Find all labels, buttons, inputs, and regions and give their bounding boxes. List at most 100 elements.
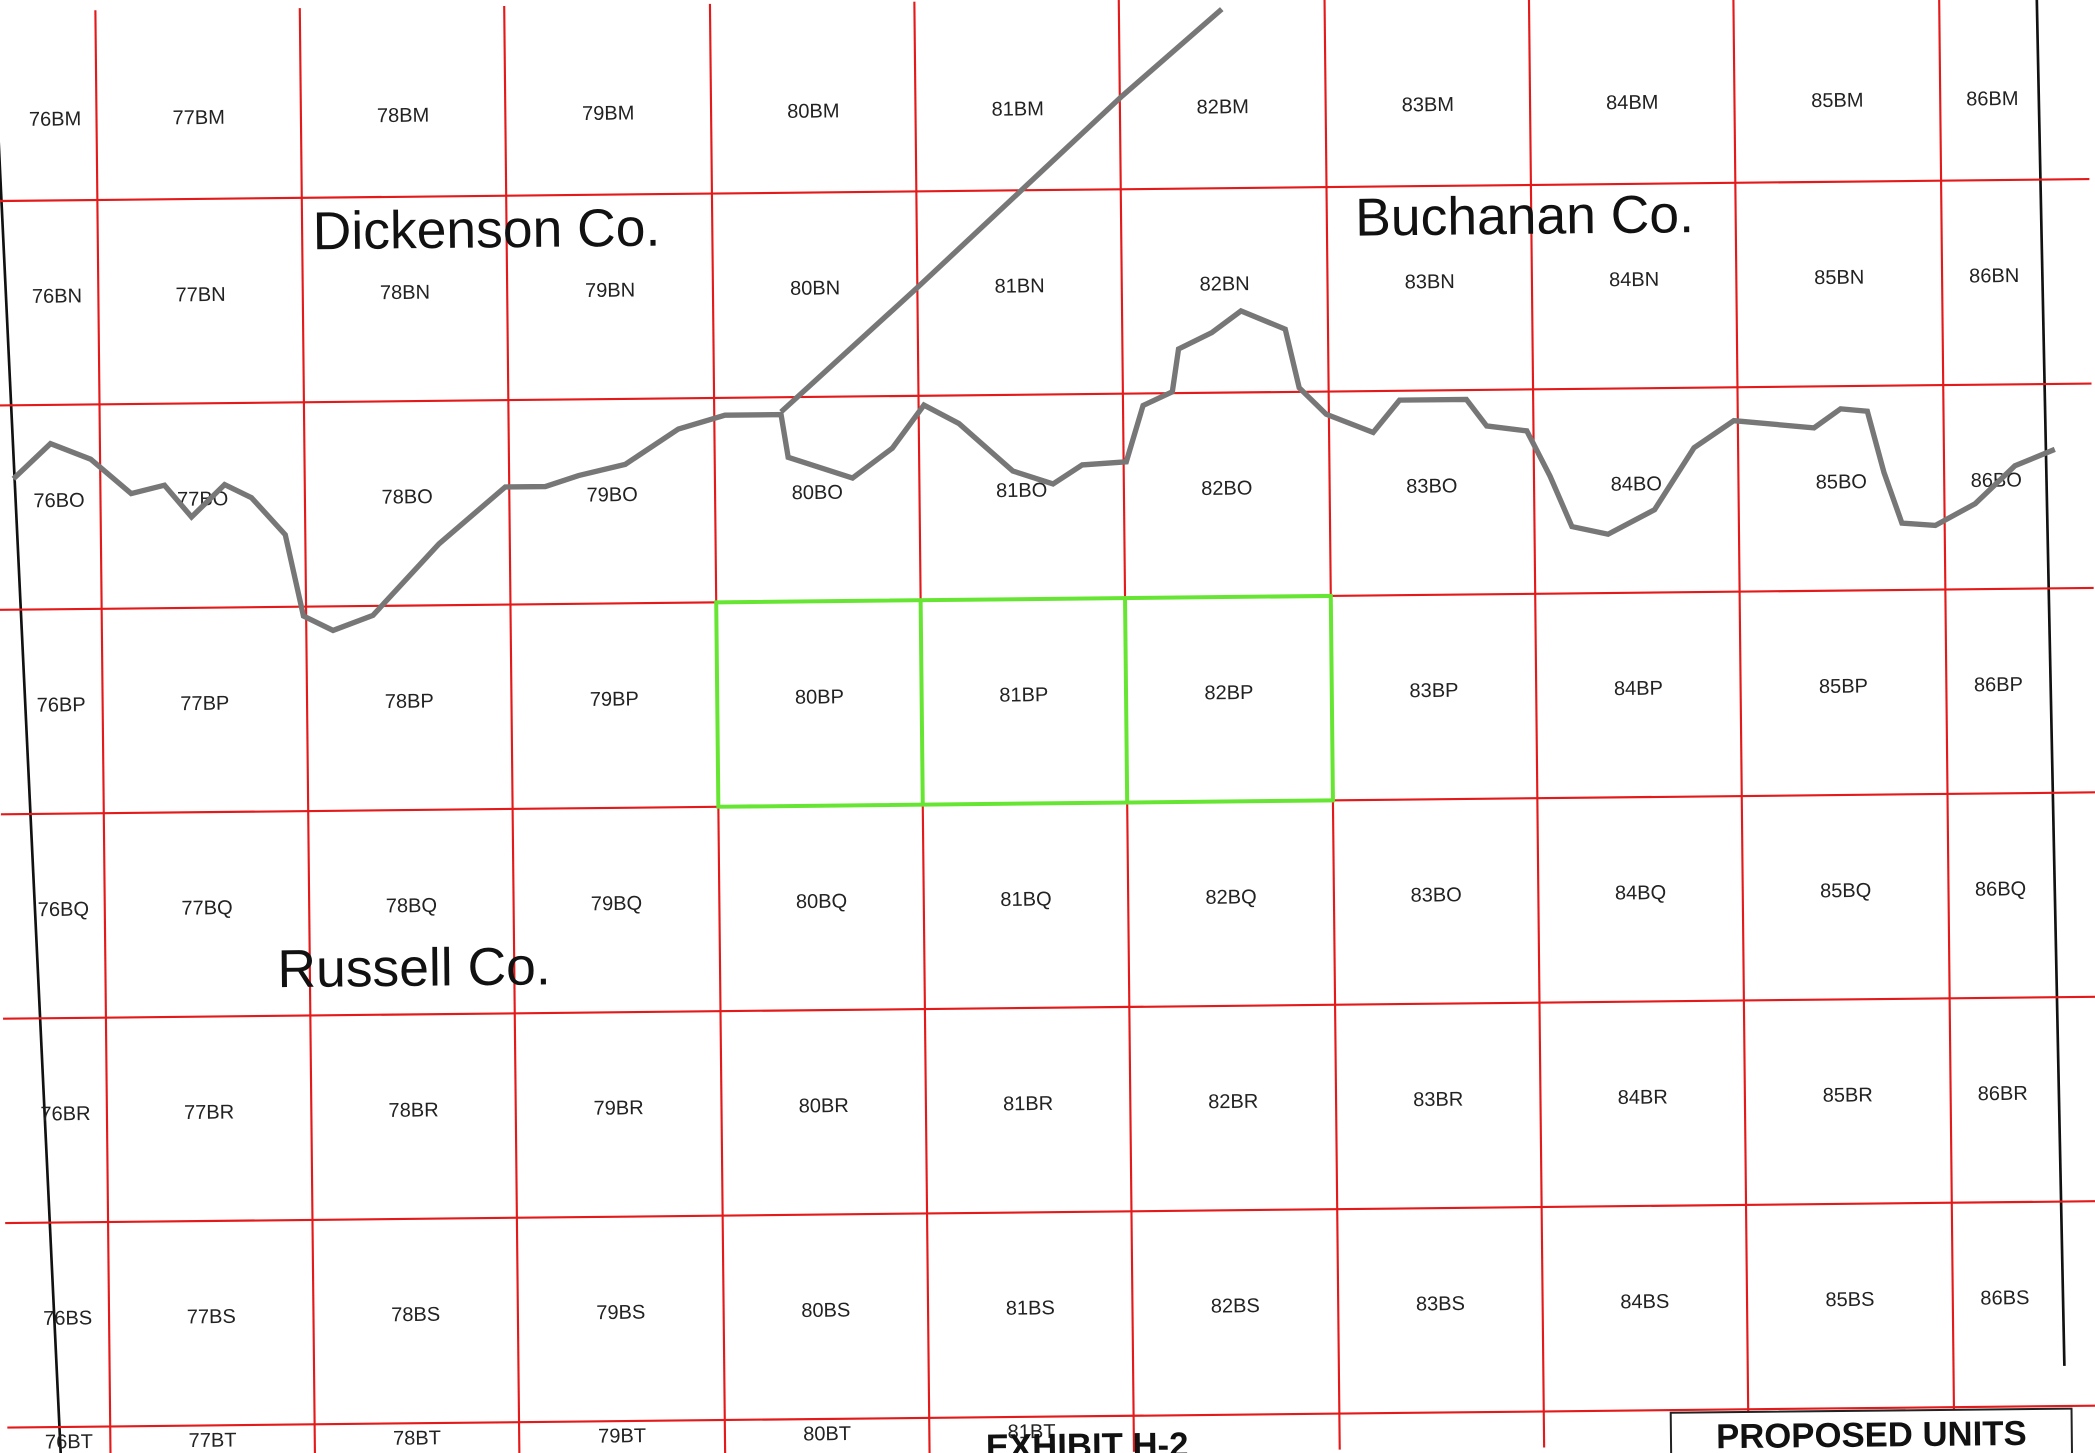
cell-label: 81BP [999, 684, 1048, 707]
cell-label: 82BM [1197, 96, 1250, 119]
proposed-units [714, 593, 1335, 809]
cell-label: 76BO [33, 490, 84, 513]
cell-label: 81BQ [1000, 888, 1051, 911]
cell-label: 85BP [1819, 675, 1868, 698]
proposed-unit-divider [918, 600, 925, 805]
cell-label: 80BS [801, 1299, 850, 1322]
cell-label: 84BO [1611, 473, 1662, 496]
cell-label: 80BM [787, 100, 840, 123]
cell-label: 77BP [180, 693, 229, 716]
cell-label: 84BQ [1615, 882, 1666, 905]
cell-label: 82BQ [1205, 886, 1256, 909]
cell-label: 77BT [189, 1429, 237, 1452]
cell-label: 77BM [172, 107, 225, 130]
exhibit-title: EXHIBIT H-2 [986, 1426, 1189, 1453]
cell-label: 83BS [1416, 1293, 1465, 1316]
cell-label: 77BN [175, 284, 225, 307]
cell-label: 78BT [393, 1427, 441, 1450]
cell-label: 81BR [1003, 1093, 1053, 1116]
cell-label: 78BN [380, 282, 430, 305]
cell-label: 76BT [45, 1431, 93, 1453]
cell-label: 81BO [996, 480, 1047, 503]
grid-line [503, 5, 521, 1453]
cell-label: 84BP [1614, 678, 1663, 701]
cell-label: 83BR [1413, 1089, 1463, 1112]
cell-label: 76BN [32, 285, 82, 308]
cell-label: 81BS [1006, 1297, 1055, 1320]
grid-line [1938, 0, 1956, 1444]
cell-label: 84BN [1609, 269, 1659, 292]
cell-label: 77BS [187, 1306, 236, 1329]
cell-label: 80BT [803, 1423, 851, 1446]
cell-label: 85BR [1823, 1084, 1873, 1107]
cell-label: 80BP [795, 686, 844, 709]
grid-line [0, 382, 2092, 407]
cell-label: 84BR [1618, 1086, 1668, 1109]
county-label: Russell Co. [277, 937, 551, 999]
grid-line [1732, 0, 1750, 1446]
grid-line [3, 995, 2095, 1020]
cell-label: 78BP [385, 690, 434, 713]
cell-label: 83BM [1402, 94, 1455, 117]
cell-label: 82BP [1204, 682, 1253, 705]
cell-label: 83BP [1409, 680, 1458, 703]
cell-label: 85BN [1814, 267, 1864, 290]
cell-label: 86BN [1969, 265, 2019, 288]
county-label: Dickenson Co. [312, 199, 660, 262]
cell-label: 85BO [1816, 471, 1867, 494]
cell-label: 80BR [799, 1095, 849, 1118]
cell-label: 78BQ [386, 895, 437, 918]
cell-label: 82BO [1201, 477, 1252, 500]
cell-label: 79BP [590, 688, 639, 711]
cell-label: 86BM [1966, 88, 2019, 111]
grid-line [1527, 0, 1546, 1448]
cell-label: 80BQ [796, 891, 847, 914]
cell-label: 77BQ [181, 897, 232, 920]
cell-label: 76BQ [38, 899, 89, 922]
cell-label: 84BM [1606, 92, 1659, 115]
cell-label: 79BN [585, 280, 635, 303]
grid-line [7, 1404, 2095, 1429]
cell-label: 82BN [1199, 273, 1249, 296]
cell-label: 84BS [1620, 1291, 1669, 1314]
sheet-edge [2035, 0, 2066, 1366]
county-boundary [779, 7, 1224, 414]
cell-label: 83BN [1405, 271, 1455, 294]
cell-label: 78BS [391, 1304, 440, 1327]
grid-line [0, 178, 2090, 203]
cell-label: 82BS [1211, 1295, 1260, 1318]
cell-label: 76BR [40, 1103, 90, 1126]
grid-line [94, 10, 112, 1453]
cell-label: 79BR [593, 1097, 643, 1120]
cell-label: 83BO [1406, 475, 1457, 498]
grid-line [5, 1200, 2095, 1225]
cell-label: 79BS [596, 1302, 645, 1325]
cell-label: 83BO [1410, 884, 1461, 907]
cell-label: 80BN [790, 277, 840, 300]
cell-label: 79BQ [591, 893, 642, 916]
grid-line [298, 8, 317, 1453]
cell-label: 79BM [582, 102, 635, 125]
proposed-unit-divider [1123, 598, 1130, 803]
cell-label: 76BM [29, 108, 82, 131]
cell-label: 78BM [377, 105, 430, 128]
cell-label: 81BT [1007, 1421, 1055, 1444]
cell-label: 76BS [43, 1307, 92, 1330]
cell-label: 79BT [598, 1425, 646, 1448]
cell-label: 86BR [1978, 1083, 2028, 1106]
legend-box [1669, 1407, 2074, 1453]
cell-label: 78BR [388, 1099, 438, 1122]
sheet-edge [0, 11, 63, 1453]
cell-label: 77BR [184, 1101, 234, 1124]
cell-label: 86BP [1974, 674, 2023, 697]
cell-label: 79BO [586, 484, 637, 507]
legend-title: PROPOSED UNITS [1716, 1415, 2027, 1453]
cell-label: 85BM [1811, 90, 1864, 113]
cell-label: 86BQ [1975, 878, 2026, 901]
cell-label: 81BN [994, 275, 1044, 298]
cell-label: 85BQ [1820, 880, 1871, 903]
